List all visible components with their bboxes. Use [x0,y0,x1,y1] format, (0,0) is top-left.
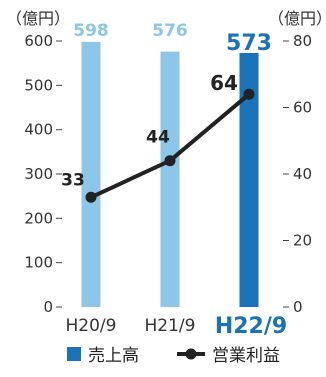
left-axis: 0 100 200 300 400 500 600 [24,32,62,316]
bar-H21-9 [160,51,180,307]
left-tick-label: 500 [24,76,53,94]
legend: 売上高 営業利益 [67,346,280,366]
line-point [164,155,176,167]
line-point [243,88,255,100]
bar-H20-9 [81,41,101,308]
legend-swatch-bar [67,347,81,361]
category-axis: H20/9 H21/9 H22/9 [66,314,288,339]
line-series: 33 44 64 [61,71,255,203]
left-tick-label: 400 [24,121,53,139]
right-tick-label: 0 [293,298,303,316]
right-axis-unit: （億円） [268,9,326,28]
right-axis: 0 20 40 60 80 [283,32,312,316]
legend-label-sales: 売上高 [88,346,139,366]
left-tick-label: 300 [24,165,53,183]
left-tick-label: 200 [24,209,53,227]
bar-value-label: 598 [73,21,109,41]
line-value-label: 44 [146,128,170,148]
category-label: H20/9 [66,316,117,336]
right-tick-label: 40 [293,165,312,183]
right-tick-label: 80 [293,32,312,50]
bar-value-label: 573 [226,31,272,56]
left-tick-label: 100 [24,254,53,272]
bar-value-label: 576 [152,21,188,41]
category-label: H22/9 [215,314,287,339]
category-label: H21/9 [145,316,196,336]
left-tick-label: 0 [43,298,53,316]
line-value-label: 33 [61,170,85,190]
right-tick-label: 60 [293,99,312,117]
left-tick-label: 600 [24,32,53,50]
left-axis-unit: （億円） [6,9,70,28]
bar-series: 598 576 573 [73,21,272,308]
legend-marker-icon [185,348,197,360]
legend-label-operating-profit: 営業利益 [212,346,280,366]
right-tick-label: 20 [293,232,312,250]
line-value-label: 64 [210,71,238,95]
bar-H22-9 [239,52,259,307]
line-point [85,191,97,203]
